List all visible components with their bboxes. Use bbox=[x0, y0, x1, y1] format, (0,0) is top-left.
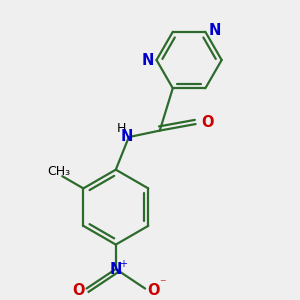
Text: N: N bbox=[141, 52, 154, 68]
Text: ⁻: ⁻ bbox=[159, 277, 165, 290]
Text: H: H bbox=[117, 122, 126, 135]
Text: O: O bbox=[201, 115, 213, 130]
Text: O: O bbox=[147, 283, 160, 298]
Text: N: N bbox=[208, 23, 221, 38]
Text: CH₃: CH₃ bbox=[47, 165, 70, 178]
Text: +: + bbox=[119, 259, 127, 269]
Text: O: O bbox=[72, 283, 85, 298]
Text: N: N bbox=[121, 129, 134, 144]
Text: N: N bbox=[110, 262, 122, 277]
